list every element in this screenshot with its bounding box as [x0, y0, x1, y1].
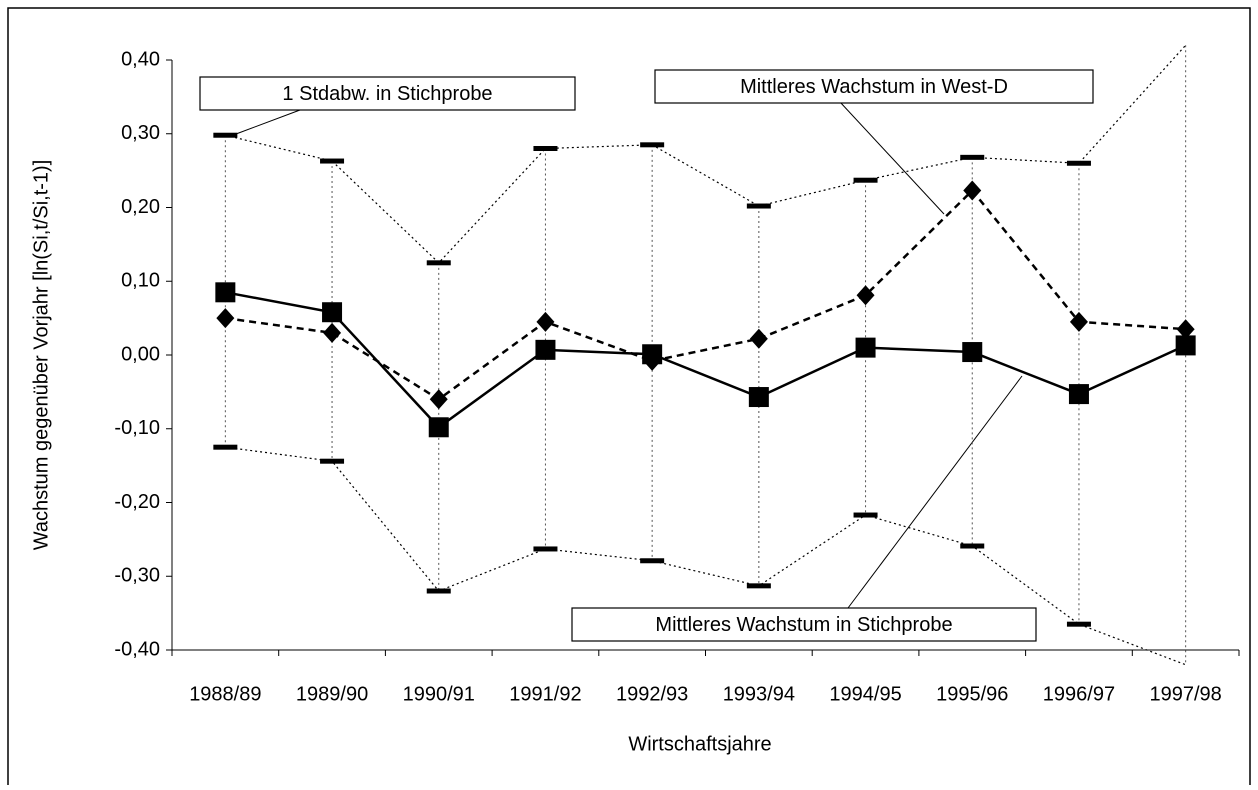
- band-upper-marker: [426, 260, 451, 266]
- x-tick-label: 1988/89: [189, 683, 261, 705]
- square-marker: [748, 387, 769, 408]
- square-marker: [428, 417, 449, 438]
- band-lower-line: [225, 446, 1186, 666]
- diamond-marker: [856, 285, 875, 306]
- band-upper-marker: [640, 142, 665, 148]
- band-upper-marker: [853, 177, 878, 183]
- diamond-marker: [536, 311, 555, 332]
- y-tick-label: 0,10: [121, 270, 160, 292]
- annotation-text: Mittleres Wachstum in Stichprobe: [655, 614, 952, 636]
- band-upper-marker: [213, 132, 238, 138]
- chart-border: [7, 7, 1251, 790]
- square-marker: [322, 302, 343, 323]
- annotation-text: Mittleres Wachstum in West-D: [740, 76, 1008, 98]
- x-tick-label: 1996/97: [1043, 683, 1115, 705]
- band-lower-marker: [533, 546, 558, 552]
- diamond-marker: [749, 328, 768, 349]
- band-lower-marker: [1066, 621, 1091, 627]
- band-lower-marker: [960, 543, 985, 549]
- band-lower-marker: [426, 588, 451, 594]
- leader-line: [847, 375, 1023, 609]
- square-marker: [962, 342, 983, 363]
- band-upper-marker: [746, 203, 771, 209]
- x-axis-title: Wirtschaftsjahre: [628, 733, 771, 755]
- annotation-box: [571, 607, 1037, 642]
- x-tick-label: 1992/93: [616, 683, 688, 705]
- square-marker: [535, 339, 556, 360]
- y-axis-title: Wachstum gegenüber Vorjahr [ln(Si,t/Si,t…: [30, 160, 52, 551]
- y-tick-label: 0,40: [121, 48, 160, 70]
- y-tick-label: -0,40: [114, 638, 160, 660]
- annotation-box: [199, 76, 576, 111]
- x-tick-label: 1993/94: [723, 683, 795, 705]
- y-tick-label: -0,20: [114, 491, 160, 513]
- leader-line: [235, 109, 301, 135]
- diamond-marker: [216, 308, 235, 329]
- square-marker: [1175, 335, 1196, 356]
- annotation-text: 1 Stdabw. in Stichprobe: [282, 83, 492, 105]
- annotation-box: [654, 69, 1094, 104]
- y-tick-label: 0,20: [121, 196, 160, 218]
- series-line: [225, 291, 1187, 429]
- x-tick-label: 1994/95: [829, 683, 901, 705]
- band-lower-marker: [213, 444, 238, 450]
- x-tick-label: 1990/91: [403, 683, 475, 705]
- y-tick-label: 0,00: [121, 343, 160, 365]
- square-marker: [1068, 384, 1089, 405]
- y-tick-label: -0,30: [114, 565, 160, 587]
- series-line: [225, 188, 1186, 401]
- y-tick-label: 0,30: [121, 122, 160, 144]
- band-upper-marker: [960, 154, 985, 160]
- x-tick-label: 1989/90: [296, 683, 368, 705]
- square-marker: [855, 337, 876, 358]
- leader-line: [839, 101, 945, 215]
- y-tick-label: -0,10: [114, 417, 160, 439]
- band-lower-marker: [640, 558, 665, 564]
- diamond-marker: [429, 389, 448, 410]
- band-upper-line: [225, 44, 1187, 264]
- band-upper-marker: [1066, 160, 1091, 166]
- diamond-marker: [1176, 319, 1195, 340]
- x-tick-label: 1995/96: [936, 683, 1008, 705]
- band-upper-marker: [533, 146, 558, 151]
- band-lower-marker: [853, 512, 878, 518]
- x-tick-label: 1991/92: [509, 683, 581, 705]
- band-upper-marker: [320, 158, 345, 164]
- diamond-marker: [323, 322, 342, 343]
- x-tick-label: 1997/98: [1150, 683, 1222, 705]
- diamond-marker: [1069, 311, 1088, 332]
- square-marker: [215, 282, 236, 303]
- band-lower-marker: [746, 583, 771, 589]
- diamond-marker: [963, 180, 982, 201]
- diamond-marker: [643, 350, 662, 371]
- band-lower-marker: [320, 458, 345, 464]
